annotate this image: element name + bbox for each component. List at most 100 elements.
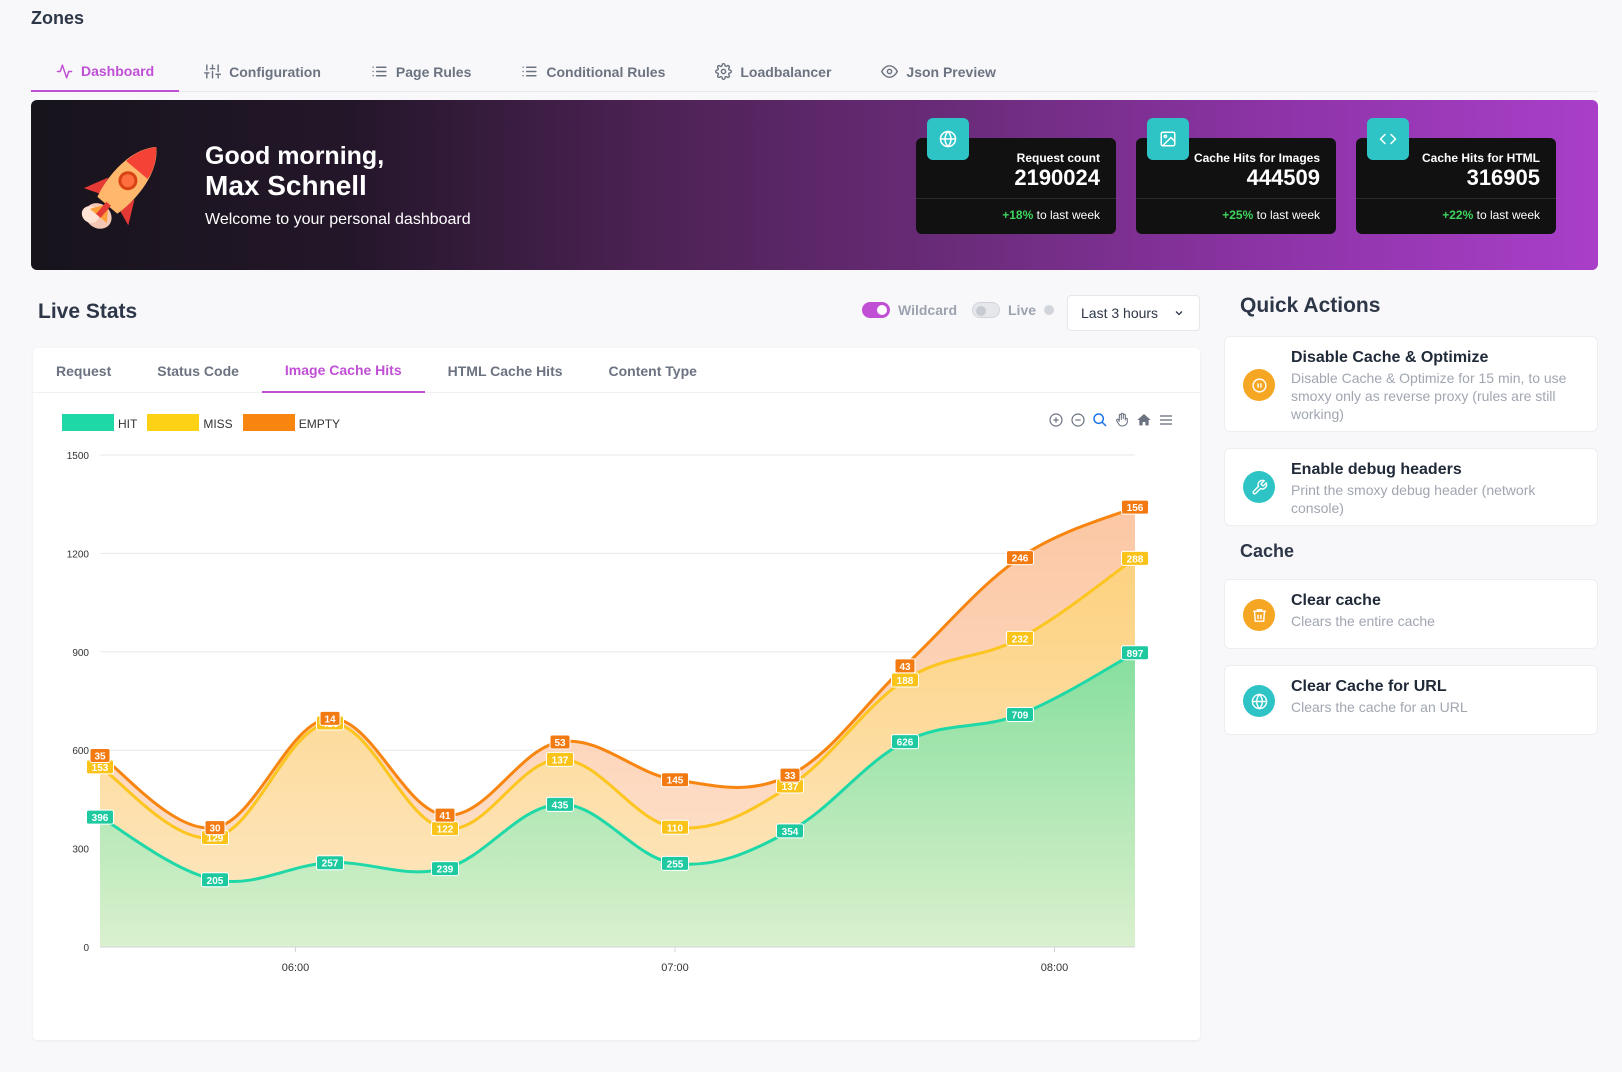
wildcard-switch[interactable] (862, 302, 890, 318)
live-status-dot (1044, 305, 1055, 315)
tab-loadbalancer[interactable]: Loadbalancer (690, 52, 856, 91)
data-label-text: 137 (782, 782, 799, 793)
page-title: Zones (31, 8, 85, 28)
data-label-text: 35 (94, 751, 106, 762)
data-label-bg (1006, 550, 1034, 566)
chart-tabs: Request Status Code Image Cache Hits HTM… (33, 348, 1200, 393)
data-label-bg (89, 747, 111, 763)
tab-dashboard[interactable]: Dashboard (31, 52, 180, 92)
data-label-text: 435 (552, 800, 569, 811)
welcome-banner: Good morning, Max Schnell Welcome to you… (31, 100, 1598, 270)
tab-label: Configuration (229, 63, 321, 80)
data-label-bg (546, 751, 574, 767)
live-switch[interactable] (972, 302, 1000, 318)
data-label-text: 14 (324, 714, 336, 725)
tab-image-cache-hits[interactable]: Image Cache Hits (261, 348, 425, 393)
selection-zoom-icon[interactable] (1092, 412, 1108, 428)
data-label-miss: 288 (1121, 550, 1149, 566)
data-label-hit: 205 (201, 872, 229, 888)
data-label-miss: 232 (1006, 630, 1034, 646)
data-label-bg (431, 861, 459, 877)
action-desc: Print the smoxy debug header (network co… (1291, 482, 1536, 516)
welcome-subtitle: Welcome to your personal dashboard (205, 211, 471, 228)
data-label-hit: 897 (1121, 645, 1149, 661)
tab-label: Loadbalancer (740, 63, 832, 80)
stacked-area-chart[interactable]: 3962052572394352553546267098971531294261… (33, 393, 1200, 1040)
data-label-miss: 110 (661, 819, 689, 835)
tab-content-type[interactable]: Content Type (608, 362, 697, 379)
trash-icon (1243, 599, 1275, 631)
stat-label: Cache Hits for Images (1193, 151, 1320, 165)
data-label-bg (1121, 550, 1149, 566)
action-name: Disable Cache & Optimize (1291, 349, 1489, 366)
stat-trend: +22% to last week (1442, 208, 1540, 222)
area-hit (100, 652, 1135, 947)
data-label-text: 257 (322, 859, 339, 870)
data-label-text: 137 (552, 755, 569, 766)
legend-item-empty[interactable]: EMPTY (242, 414, 341, 431)
eye-icon (881, 65, 899, 78)
globe-icon (927, 118, 969, 160)
legend-swatch (62, 414, 114, 431)
stat-trend: +18% to last week (1002, 208, 1100, 222)
data-label-text: 156 (1127, 503, 1144, 514)
data-label-text: 626 (897, 738, 914, 749)
data-label-bg (319, 710, 341, 726)
data-label-text: 354 (782, 827, 799, 838)
data-label-empty: 33 (779, 767, 801, 783)
data-label-text: 33 (784, 771, 796, 782)
data-label-text: 709 (1012, 710, 1029, 721)
data-label-text: 396 (92, 813, 109, 824)
tab-status-code[interactable]: Status Code (157, 362, 239, 379)
pan-hand-icon[interactable] (1114, 412, 1130, 428)
zoom-in-icon[interactable] (1048, 412, 1064, 428)
data-label-hit: 239 (431, 861, 459, 877)
stat-trend: +25% to last week (1222, 208, 1320, 222)
stat-value: 2190024 (1014, 165, 1100, 190)
tab-label: Conditional Rules (546, 63, 666, 80)
data-label-empty: 43 (894, 658, 916, 674)
data-label-miss: 188 (891, 672, 919, 688)
data-label-text: 53 (554, 738, 566, 749)
tab-request[interactable]: Request (56, 362, 112, 379)
wildcard-label: Wildcard (898, 302, 957, 318)
legend-item-miss[interactable]: MISS (147, 414, 233, 431)
clear-cache-url-action[interactable]: Clear Cache for URL Clears the cache for… (1224, 665, 1598, 735)
legend-label: MISS (203, 417, 233, 431)
tab-configuration[interactable]: Configuration (179, 52, 346, 91)
enable-debug-headers-action[interactable]: Enable debug headers Print the smoxy deb… (1224, 448, 1598, 526)
x-tick-label: 06:00 (282, 962, 310, 974)
data-label-empty: 41 (434, 807, 456, 823)
data-label-bg (891, 734, 919, 750)
wildcard-toggle[interactable]: Wildcard (862, 302, 957, 318)
data-label-text: 43 (899, 662, 911, 673)
zoom-out-icon[interactable] (1070, 412, 1086, 428)
y-tick-label: 300 (72, 845, 89, 856)
y-tick-label: 0 (83, 943, 89, 954)
pause-icon (1243, 369, 1275, 401)
data-label-hit: 396 (86, 809, 114, 825)
data-label-hit: 709 (1006, 706, 1034, 722)
data-label-empty: 156 (1121, 499, 1149, 515)
time-range-select[interactable]: Last 3 hours (1067, 295, 1200, 331)
list-icon (522, 66, 537, 77)
tab-page-rules[interactable]: Page Rules (346, 52, 496, 91)
data-label-bg (549, 734, 571, 750)
disable-cache-action[interactable]: Disable Cache & Optimize Disable Cache &… (1224, 336, 1598, 432)
live-toggle[interactable]: Live (972, 302, 1055, 318)
tab-html-cache-hits[interactable]: HTML Cache Hits (447, 362, 563, 379)
stat-suffix: to last week (1476, 208, 1540, 222)
data-label-bg (316, 855, 344, 871)
data-label-bg (661, 855, 689, 871)
data-label-bg (1006, 630, 1034, 646)
tab-json-preview[interactable]: Json Preview (856, 52, 1021, 91)
legend-label: EMPTY (298, 417, 341, 431)
legend-item-hit[interactable]: HIT (62, 414, 137, 431)
tab-label: Dashboard (81, 63, 155, 79)
home-reset-icon[interactable] (1136, 412, 1152, 428)
tab-conditional-rules[interactable]: Conditional Rules (496, 52, 690, 91)
menu-icon[interactable] (1158, 412, 1174, 428)
action-name: Clear Cache for URL (1291, 678, 1447, 695)
clear-cache-action[interactable]: Clear cache Clears the entire cache (1224, 579, 1598, 649)
stat-card-request-count: Request count 2190024 +18% to last week (916, 118, 1116, 234)
